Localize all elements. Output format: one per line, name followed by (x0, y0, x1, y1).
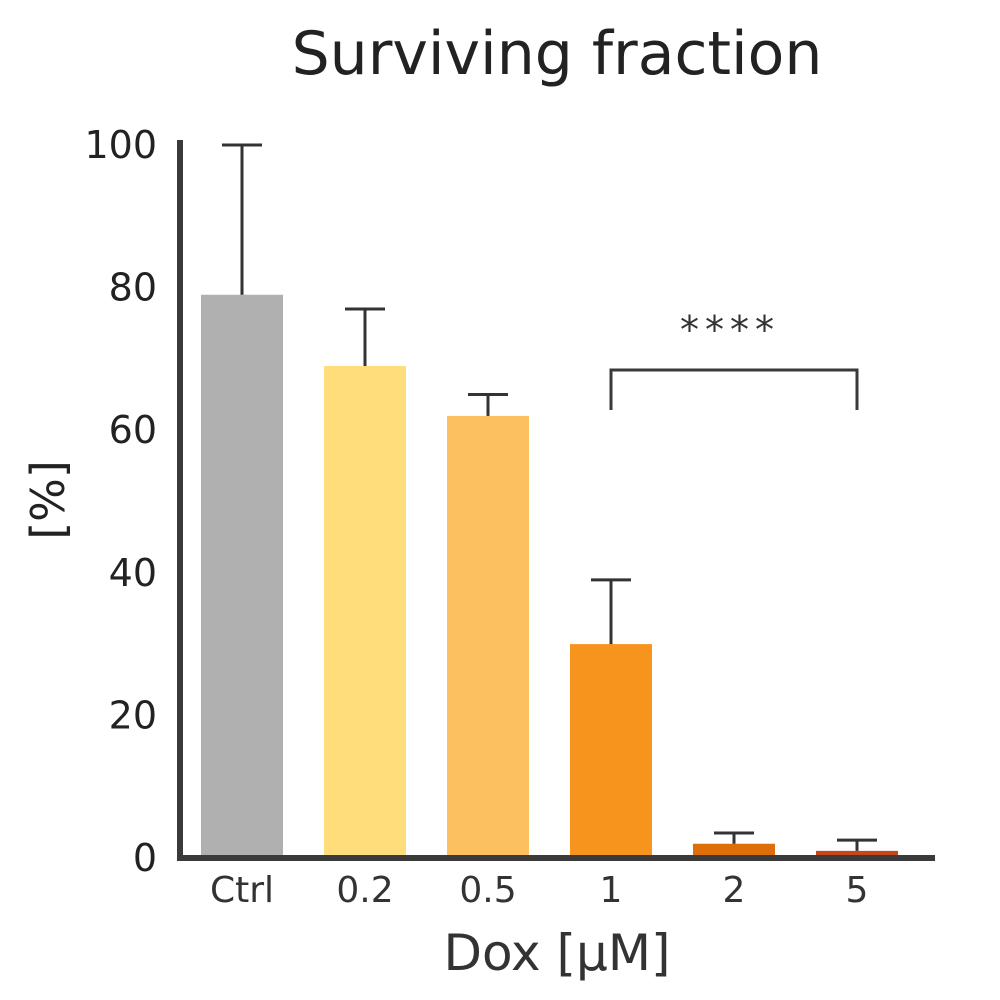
x-tick-label-5: 5 (846, 870, 869, 911)
x-axis-label: Dox [µM] (443, 924, 670, 982)
significance-label: **** (680, 308, 780, 352)
bar-0.5 (447, 415, 529, 858)
plot-area: 0 20 40 60 80 100 Ctrl 0.2 0.5 1 2 5 **** (84, 123, 935, 911)
chart-title: Surviving fraction (292, 19, 823, 89)
significance-bracket (609, 368, 859, 410)
y-tick-label-100: 100 (84, 123, 157, 167)
x-tick-label-0.5: 0.5 (459, 870, 516, 911)
bar-Ctrl (201, 294, 283, 859)
x-tick-label-1: 1 (600, 870, 623, 911)
x-tick-label-Ctrl: Ctrl (210, 870, 274, 911)
x-tick-label-2: 2 (723, 870, 746, 911)
y-tick-label-40: 40 (109, 551, 157, 595)
y-tick-label-80: 80 (109, 266, 157, 310)
y-tick-label-0: 0 (133, 836, 157, 880)
bar-2 (693, 843, 775, 858)
y-axis-label: [%] (21, 460, 75, 540)
y-tick-label-20: 20 (109, 693, 157, 737)
bar-0.2 (324, 366, 406, 858)
y-tick-label-60: 60 (109, 408, 157, 452)
x-tick-label-0.2: 0.2 (336, 870, 393, 911)
bar-5 (816, 850, 898, 858)
bar-1 (570, 644, 652, 858)
